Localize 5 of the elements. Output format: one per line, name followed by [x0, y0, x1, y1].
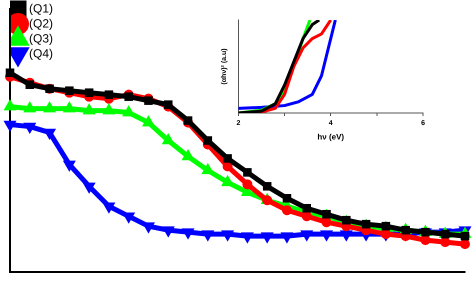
legend-label: (Q3): [29, 31, 54, 46]
legend-label: (Q1): [29, 1, 54, 16]
legend-label: (Q2): [29, 16, 54, 30]
legend-label: (Q4): [29, 46, 54, 60]
x-axis-title: hν (eV): [317, 132, 344, 142]
